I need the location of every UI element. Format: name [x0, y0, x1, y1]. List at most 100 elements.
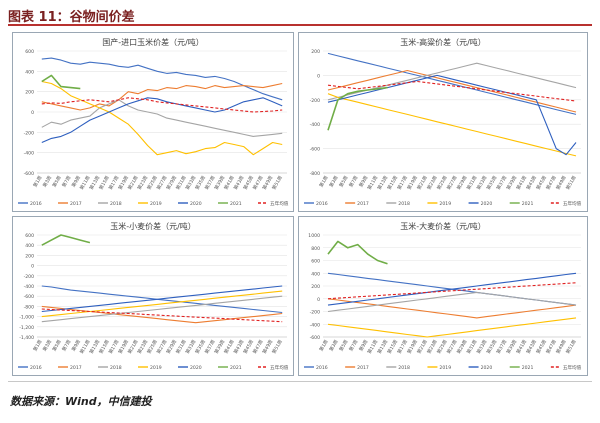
y-tick-label: 0	[31, 110, 34, 116]
legend-label: 2020	[481, 365, 493, 371]
series-line-2	[327, 298, 577, 319]
chart-panel-corn-wheat: 玉米-小麦价差（元/吨） -1,400 -1,200 -1,000 -800 -600 -4…	[12, 216, 294, 376]
y-tick-label: -1,200	[19, 325, 34, 331]
legend-label: 2018	[398, 201, 410, 207]
y-tick-label: 0	[317, 297, 320, 303]
x-tick-label: 第51周	[270, 174, 284, 191]
y-tick-label: 400	[25, 243, 34, 249]
legend-label: 2019	[150, 201, 162, 207]
legend-label: 2019	[150, 365, 162, 371]
legend-label: 2016	[316, 201, 328, 207]
series-line-7	[327, 282, 577, 300]
y-tick-label: 200	[311, 284, 320, 290]
chart-svg: 玉米-大麦价差（元/吨） -600 -400 -200 0 200 400 600 800 100…	[304, 221, 582, 371]
series-line-6	[327, 86, 388, 131]
series-line-4	[327, 93, 577, 157]
series-line-6	[327, 240, 388, 265]
chart-svg: 国产-进口玉米价差（元/吨）-600-400-2000200400600第1周第…	[18, 37, 289, 207]
y-tick-label: -600	[24, 171, 35, 177]
x-tick-label: 第51周	[270, 338, 284, 355]
y-tick-label: 600	[25, 49, 34, 55]
series-line-2	[327, 69, 577, 113]
chart-title: 玉米-高粱价差（元/吨）	[400, 37, 486, 47]
legend-label: 2017	[357, 365, 369, 371]
series-line-2	[41, 82, 283, 111]
legend-label: 五年均值	[563, 200, 582, 207]
y-tick-label: 200	[311, 49, 320, 55]
y-tick-label: 400	[311, 271, 320, 277]
legend-label: 2017	[357, 201, 369, 207]
bottom-rule	[8, 381, 592, 382]
series-line-1	[41, 285, 283, 314]
y-tick-label: -800	[310, 171, 321, 177]
series-line-5	[327, 74, 577, 156]
series-line-7	[41, 97, 283, 113]
y-tick-label: -1,400	[19, 335, 34, 341]
y-tick-label: -400	[24, 151, 35, 157]
series-line-4	[41, 290, 283, 318]
legend-label: 2019	[439, 201, 451, 207]
legend-label: 五年均值	[563, 364, 582, 371]
legend-label: 2018	[398, 365, 410, 371]
y-tick-label: 0	[317, 73, 320, 79]
y-tick-label: 600	[311, 259, 320, 265]
y-tick-label: -200	[24, 274, 35, 280]
x-tick-label: 第51周	[564, 338, 578, 355]
legend-label: 2017	[70, 365, 82, 371]
legend-label: 2018	[110, 201, 122, 207]
legend-label: 2020	[481, 201, 493, 207]
series-line-7	[327, 80, 577, 102]
y-tick-label: -200	[310, 310, 321, 316]
y-tick-label: -200	[310, 98, 321, 104]
series-line-6	[41, 74, 81, 90]
chart-panel-corn-import: 国产-进口玉米价差（元/吨） -600 -400 -200 0 200 400 600 第1周第…	[12, 32, 294, 212]
y-tick-label: -800	[24, 304, 35, 310]
series-line-3	[327, 291, 577, 313]
footer-source: 数据来源：Wind，中信建投	[10, 395, 152, 408]
y-tick-label: -400	[24, 284, 35, 290]
chart-title: 国产-进口玉米价差（元/吨）	[102, 37, 204, 47]
legend-label: 2021	[522, 365, 534, 371]
y-tick-label: -400	[310, 322, 321, 328]
series-line-5	[41, 97, 283, 144]
legend-label: 2016	[30, 201, 42, 207]
series-line-1	[41, 57, 283, 101]
y-tick-label: 200	[25, 90, 34, 96]
title-rule	[8, 24, 592, 26]
chart-title: 玉米-大麦价差（元/吨）	[400, 221, 486, 231]
legend-label: 2019	[439, 365, 451, 371]
legend-label: 2021	[230, 201, 242, 207]
legend-label: 五年均值	[270, 200, 289, 207]
figure-title: 图表 11：谷物间价差	[8, 10, 135, 25]
legend-label: 2018	[110, 365, 122, 371]
legend-label: 2016	[316, 365, 328, 371]
legend-label: 2020	[190, 201, 202, 207]
legend-label: 2021	[522, 201, 534, 207]
series-line-3	[41, 99, 283, 137]
series-line-5	[327, 272, 577, 306]
y-tick-label: 800	[311, 246, 320, 252]
y-tick-label: -600	[24, 294, 35, 300]
series-line-3	[41, 295, 283, 323]
y-tick-label: -400	[310, 122, 321, 128]
y-tick-label: 200	[25, 253, 34, 259]
series-line-1	[327, 52, 577, 115]
chart-title: 玉米-小麦价差（元/吨）	[110, 221, 196, 231]
series-line-6	[41, 234, 91, 246]
y-tick-label: -600	[310, 335, 321, 341]
y-tick-label: -1,000	[19, 315, 34, 321]
y-tick-label: 400	[25, 69, 34, 75]
y-tick-label: -200	[24, 130, 35, 136]
legend-label: 2017	[70, 201, 82, 207]
legend-label: 2020	[190, 365, 202, 371]
legend-label: 2016	[30, 365, 42, 371]
y-tick-label: 0	[31, 264, 34, 270]
chart-panel-corn-barley: 玉米-大麦价差（元/吨） -600 -400 -200 0 200 400 600 800 100…	[298, 216, 588, 376]
y-tick-label: -600	[310, 147, 321, 153]
series-line-7	[41, 308, 283, 323]
y-tick-label: 600	[25, 233, 34, 239]
chart-svg: 玉米-小麦价差（元/吨） -1,400 -1,200 -1,000 -800 -600 -4…	[18, 221, 289, 371]
legend-label: 2021	[230, 365, 242, 371]
y-tick-label: 1000	[308, 233, 320, 239]
